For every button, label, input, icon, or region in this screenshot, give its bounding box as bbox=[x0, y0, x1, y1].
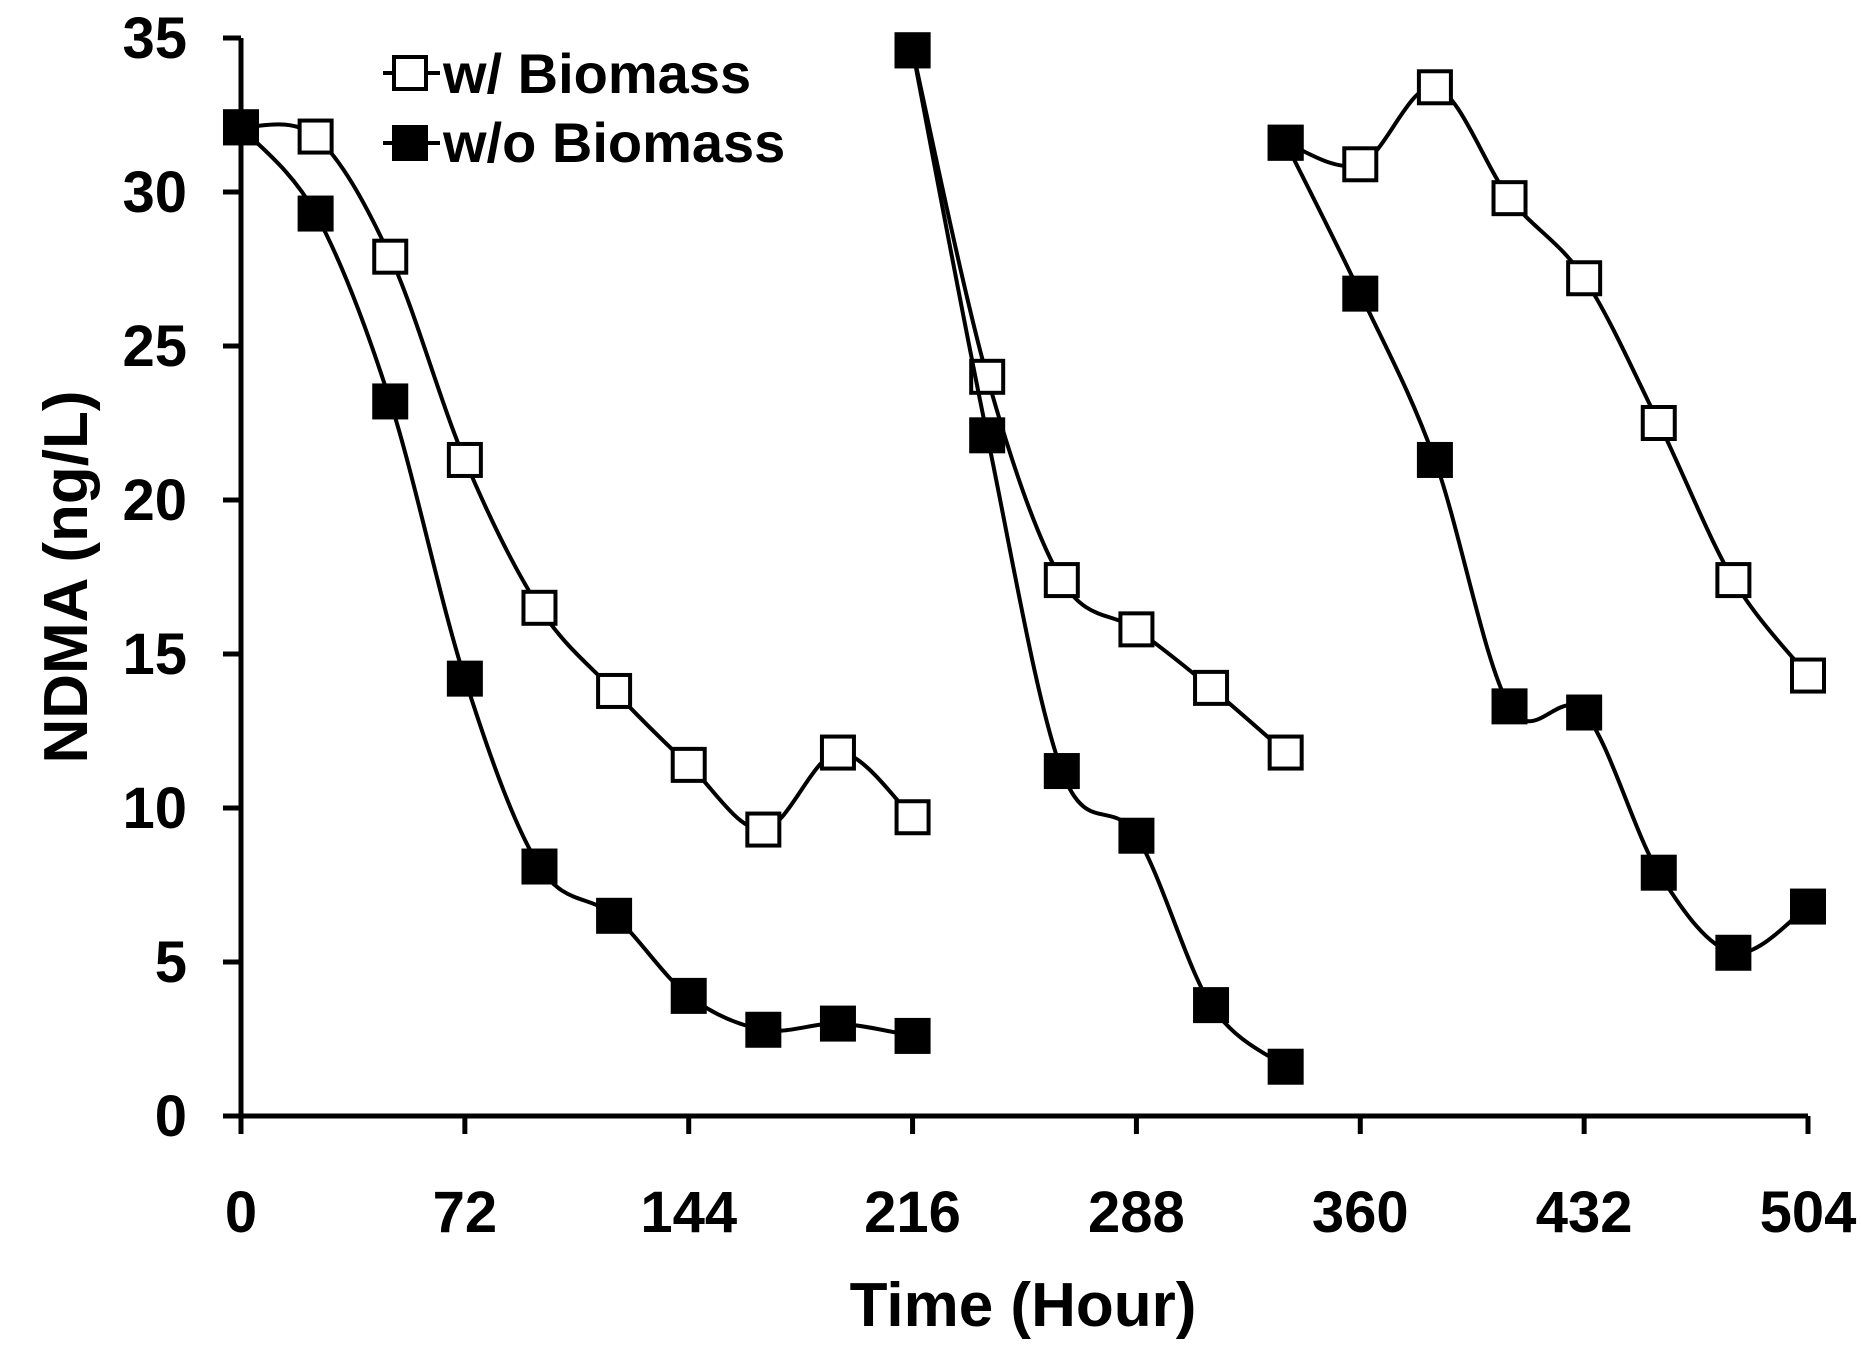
series-line-wo-biomass bbox=[1283, 141, 1810, 956]
data-point-w-biomass bbox=[670, 746, 707, 783]
x-tick-label: 72 bbox=[433, 1180, 498, 1245]
series-line-w-biomass bbox=[240, 122, 914, 832]
x-tick-label: 144 bbox=[640, 1180, 737, 1245]
data-point-wo-biomass bbox=[1118, 817, 1155, 854]
data-point-wo-biomass bbox=[372, 383, 409, 420]
data-point-w-biomass bbox=[1491, 180, 1528, 217]
legend: w/ Biomass w/o Biomass bbox=[383, 42, 785, 174]
data-point-w-biomass bbox=[1043, 562, 1080, 599]
series-line-wo-biomass bbox=[910, 49, 1287, 1069]
y-tick-label: 20 bbox=[122, 468, 187, 533]
data-point-w-biomass bbox=[1193, 669, 1230, 706]
data-point-wo-biomass bbox=[521, 848, 558, 885]
data-point-w-biomass bbox=[297, 118, 334, 155]
y-tick-label: 30 bbox=[122, 160, 187, 225]
legend-label-w-biomass: w/ Biomass bbox=[442, 42, 751, 105]
x-tick-label: 432 bbox=[1536, 1180, 1633, 1245]
x-tick-label: 360 bbox=[1312, 1180, 1409, 1245]
data-point-wo-biomass bbox=[223, 109, 259, 146]
series-layer bbox=[223, 32, 1826, 1085]
y-tick-label: 15 bbox=[122, 622, 187, 687]
data-point-wo-biomass bbox=[1342, 275, 1379, 312]
axes bbox=[238, 38, 1808, 1119]
data-point-wo-biomass bbox=[894, 1017, 931, 1054]
data-point-wo-biomass bbox=[596, 897, 633, 934]
data-point-wo-biomass bbox=[969, 417, 1006, 454]
y-tick-label: 10 bbox=[122, 776, 187, 841]
y-axis-title: NDMA (ng/L) bbox=[32, 390, 101, 763]
data-point-w-biomass bbox=[1640, 405, 1677, 441]
ticks: 0 5 10 15 20 25 30 35 0 72 144 216 288 360 432 504 bbox=[122, 6, 1856, 1245]
data-point-w-biomass bbox=[1790, 657, 1826, 694]
data-point-wo-biomass bbox=[297, 195, 334, 232]
y-tick-label: 35 bbox=[122, 6, 187, 71]
data-point-w-biomass bbox=[446, 441, 483, 478]
data-point-wo-biomass bbox=[1715, 934, 1752, 971]
x-tick-label: 0 bbox=[225, 1180, 257, 1245]
series-wo-biomass bbox=[223, 32, 1826, 1085]
x-tick-label: 504 bbox=[1760, 1180, 1857, 1245]
data-point-w-biomass bbox=[372, 238, 409, 275]
data-point-w-biomass bbox=[1715, 562, 1752, 599]
data-point-w-biomass bbox=[1566, 260, 1603, 297]
data-point-wo-biomass bbox=[819, 1005, 856, 1042]
data-point-wo-biomass bbox=[1043, 753, 1080, 790]
data-point-wo-biomass bbox=[1193, 987, 1230, 1024]
y-tick-label: 0 bbox=[155, 1084, 187, 1149]
data-point-wo-biomass bbox=[670, 977, 707, 1014]
data-point-wo-biomass bbox=[894, 32, 931, 69]
legend-marker-wo-biomass bbox=[392, 125, 428, 161]
data-point-w-biomass bbox=[1267, 734, 1304, 771]
x-tick-label: 216 bbox=[864, 1180, 961, 1245]
data-point-wo-biomass bbox=[1491, 688, 1528, 725]
y-tick-label: 25 bbox=[122, 314, 187, 379]
data-point-w-biomass bbox=[894, 799, 931, 836]
data-point-wo-biomass bbox=[745, 1011, 782, 1048]
data-point-wo-biomass bbox=[1267, 124, 1304, 161]
series-line-w-biomass bbox=[910, 49, 1288, 755]
data-point-w-biomass bbox=[596, 672, 633, 709]
data-point-w-biomass bbox=[745, 811, 782, 848]
y-tick-label: 5 bbox=[155, 930, 187, 995]
data-point-wo-biomass bbox=[1790, 888, 1826, 925]
data-point-w-biomass bbox=[819, 734, 856, 771]
data-point-w-biomass bbox=[521, 589, 558, 626]
data-point-wo-biomass bbox=[1566, 694, 1603, 731]
data-point-wo-biomass bbox=[1267, 1048, 1304, 1085]
data-point-w-biomass bbox=[1118, 611, 1155, 648]
series-line-wo-biomass bbox=[239, 125, 913, 1038]
data-point-wo-biomass bbox=[446, 660, 483, 697]
data-point-w-biomass bbox=[1342, 146, 1379, 183]
legend-marker-w-biomass bbox=[392, 55, 428, 91]
data-point-wo-biomass bbox=[1640, 854, 1677, 891]
x-axis-title: Time (Hour) bbox=[850, 1271, 1197, 1340]
data-point-w-biomass bbox=[1416, 69, 1453, 106]
legend-label-wo-biomass: w/o Biomass bbox=[442, 111, 785, 174]
x-tick-label: 288 bbox=[1088, 1180, 1185, 1245]
data-point-wo-biomass bbox=[1416, 441, 1453, 478]
